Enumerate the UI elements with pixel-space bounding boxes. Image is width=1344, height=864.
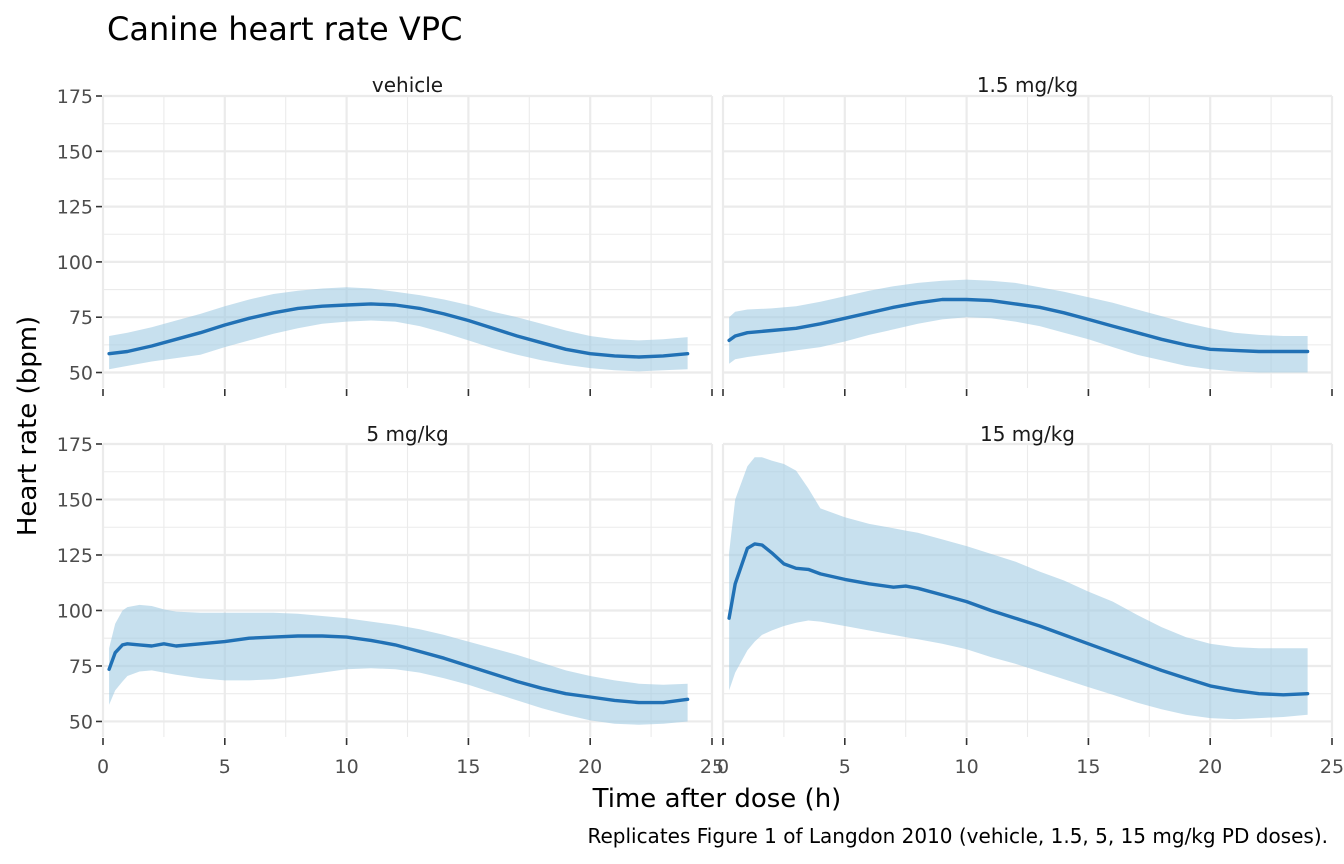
- y-tick-label: 125: [57, 197, 93, 219]
- y-tick-label: 150: [57, 489, 93, 511]
- panel-strip-label: vehicle: [372, 73, 443, 97]
- x-tick-label: 25: [1320, 756, 1344, 778]
- x-tick-label: 5: [839, 756, 851, 778]
- median-line: [727, 542, 1310, 697]
- x-tick-label: 15: [456, 756, 480, 778]
- y-tick-label: 175: [57, 434, 93, 456]
- chart-title: Canine heart rate VPC: [107, 10, 462, 48]
- x-tick-label: 20: [1198, 756, 1222, 778]
- prediction-interval-band: [109, 287, 688, 372]
- y-tick-label: 50: [69, 711, 93, 733]
- y-tick-label: 125: [57, 545, 93, 567]
- x-tick-label: 5: [219, 756, 231, 778]
- median-line: [107, 302, 690, 359]
- x-tick-label: 15: [1076, 756, 1100, 778]
- x-tick-label: 10: [955, 756, 979, 778]
- x-axis-title: Time after dose (h): [592, 784, 842, 814]
- panel-2: 1.5 mg/kg: [721, 73, 1334, 396]
- y-tick-label: 75: [69, 656, 93, 678]
- panel-4: 15 mg/kg 0 5 10 15 20 25: [717, 422, 1344, 778]
- prediction-interval-band: [729, 279, 1308, 373]
- prediction-interval-band: [729, 457, 1308, 720]
- x-tick-label: 20: [578, 756, 602, 778]
- y-tick-label: 150: [57, 141, 93, 163]
- y-tick-label: 100: [57, 600, 93, 622]
- x-tick-label: 0: [717, 756, 729, 778]
- y-tick-label: 175: [57, 86, 93, 108]
- panel-strip-label: 1.5 mg/kg: [977, 73, 1078, 97]
- x-tick-label: 25: [700, 756, 724, 778]
- x-tick-label: 0: [97, 756, 109, 778]
- median-line: [107, 634, 690, 705]
- y-tick-label: 50: [69, 363, 93, 385]
- x-tick-label: 10: [335, 756, 359, 778]
- y-tick-label: 75: [69, 307, 93, 329]
- panel-strip-label: 15 mg/kg: [980, 422, 1075, 446]
- panel-3: 5 mg/kg 0 5 10 15 20 25 50 75 100 125 150 175: [57, 422, 724, 778]
- panel-strip-label: 5 mg/kg: [366, 422, 448, 446]
- chart-caption: Replicates Figure 1 of Langdon 2010 (veh…: [587, 824, 1328, 848]
- y-axis-title: Heart rate (bpm): [13, 316, 43, 536]
- y-tick-label: 100: [57, 252, 93, 274]
- prediction-interval-band: [109, 604, 688, 725]
- median-line: [727, 297, 1310, 354]
- panel-1: vehicle 50 75 100 125 150 175: [57, 73, 714, 396]
